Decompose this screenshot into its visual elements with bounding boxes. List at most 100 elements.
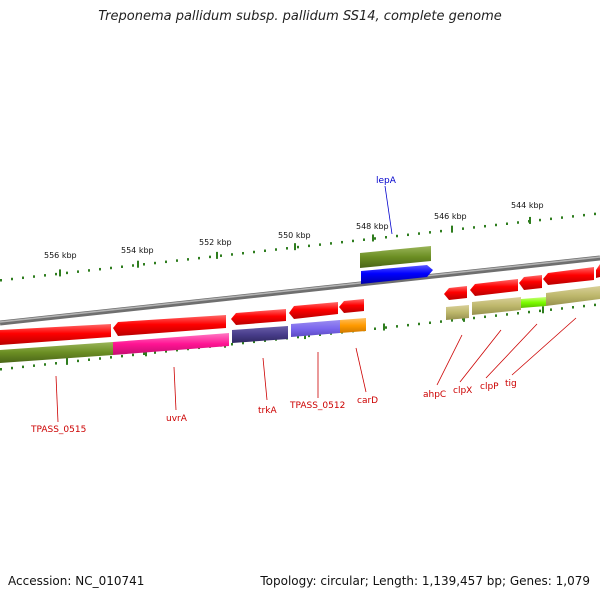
- inner-ring-minor-tick: [231, 342, 233, 346]
- inner-ring-minor-tick: [484, 315, 486, 319]
- inner-ring-minor-tick: [319, 333, 321, 336]
- inner-ring-minor-tick: [33, 364, 35, 367]
- inner-ring-minor-tick: [517, 311, 519, 315]
- gene-label-clpX[interactable]: clpX: [453, 386, 472, 396]
- cog-uvrA: [113, 333, 229, 355]
- leader-clpX: [459, 329, 502, 383]
- inner-ring-minor-tick: [44, 363, 46, 366]
- outer-ring-minor-tick: [132, 264, 134, 267]
- outer-ring-minor-tick: [220, 254, 222, 257]
- scale-label-546: 546 kbp: [434, 212, 467, 221]
- gene-lepA-cog[interactable]: [360, 246, 431, 268]
- gene-label-TPASS_0512[interactable]: TPASS_0512: [289, 401, 345, 411]
- cog-clpX: [472, 297, 521, 315]
- outer-ring-minor-tick: [550, 217, 552, 221]
- outer-ring-minor-tick: [572, 215, 574, 218]
- inner-ring-minor-tick: [396, 325, 398, 328]
- inner-ring-minor-tick: [528, 310, 530, 314]
- inner-ring-minor-tick: [374, 327, 376, 330]
- outer-ring-minor-tick: [253, 250, 255, 254]
- outer-ring-minor-tick: [121, 265, 123, 268]
- outer-ring-minor-tick: [385, 236, 387, 239]
- gene-trkA[interactable]: [231, 309, 286, 325]
- outer-ring-minor-tick: [484, 224, 486, 228]
- gene-TPASS_0512[interactable]: [289, 302, 338, 319]
- inner-ring-minor-tick: [429, 321, 431, 325]
- outer-ring-minor-tick: [275, 248, 277, 251]
- inner-ring-minor-tick: [594, 303, 596, 307]
- map-title: Treponema pallidum subsp. pallidum SS14,…: [98, 9, 502, 24]
- inner-ring-minor-tick: [154, 351, 156, 354]
- outer-ring-minor-tick: [363, 238, 365, 241]
- inner-ring-minor-tick: [99, 357, 101, 360]
- outer-ring-major-tick: [59, 269, 61, 277]
- leader-trkA: [262, 357, 268, 401]
- outer-ring-minor-tick: [506, 222, 508, 225]
- gene-TPASS_0515[interactable]: [0, 324, 111, 345]
- inner-ring-minor-tick: [495, 314, 497, 317]
- outer-ring-minor-tick: [418, 232, 420, 235]
- outer-ring-minor-tick: [88, 269, 90, 272]
- leader-uvrA: [173, 366, 177, 411]
- inner-ring-minor-tick: [121, 354, 123, 358]
- outer-ring-minor-tick: [462, 227, 464, 230]
- outer-ring-minor-tick: [22, 276, 24, 280]
- gene-label-carD[interactable]: carD: [357, 396, 378, 406]
- inner-ring-minor-tick: [583, 304, 585, 308]
- gene-label-lepA[interactable]: lepA: [376, 176, 397, 186]
- gene-lepA[interactable]: [361, 265, 433, 284]
- outer-ring-minor-tick: [341, 240, 343, 244]
- inner-ring-major-tick: [145, 349, 147, 357]
- gene-ahpC[interactable]: [444, 286, 467, 300]
- outer-ring-minor-tick: [407, 233, 409, 237]
- inner-ring-minor-tick: [308, 334, 310, 338]
- inner-ring-minor-tick: [550, 308, 552, 311]
- gene-label-TPASS_0515[interactable]: TPASS_0515: [30, 425, 86, 435]
- outer-ring-minor-tick: [11, 277, 13, 281]
- cog-carD: [340, 318, 366, 333]
- gene-tig[interactable]: [543, 267, 594, 285]
- outer-ring-minor-tick: [583, 213, 585, 217]
- gene-label-uvrA[interactable]: uvrA: [166, 414, 188, 424]
- outer-ring-minor-tick: [66, 271, 68, 275]
- outer-ring-minor-tick: [154, 261, 156, 265]
- outer-ring-minor-tick: [352, 239, 354, 243]
- leader-clpP: [485, 323, 538, 379]
- leader-tig: [511, 317, 577, 376]
- outer-ring-minor-tick: [440, 229, 442, 233]
- cog-ahpC: [446, 305, 469, 320]
- outer-ring-minor-tick: [319, 243, 321, 246]
- inner-ring-minor-tick: [539, 309, 541, 313]
- accession-text: Accession: NC_010741: [8, 574, 145, 588]
- leader-ahpC: [436, 334, 463, 386]
- outer-ring-minor-tick: [187, 258, 189, 261]
- leader-carD: [355, 347, 367, 393]
- inner-ring-major-tick: [66, 357, 68, 365]
- inner-ring-minor-tick: [506, 313, 508, 316]
- outer-ring-minor-tick: [517, 221, 519, 224]
- outer-ring-major-tick: [451, 225, 453, 233]
- inner-ring-minor-tick: [242, 341, 244, 345]
- outer-ring-minor-tick: [99, 267, 101, 271]
- outer-ring-minor-tick: [495, 223, 497, 227]
- gene-label-ahpC[interactable]: ahpC: [423, 390, 446, 400]
- outer-ring-major-tick: [137, 260, 139, 268]
- inner-ring-major-tick: [542, 306, 544, 314]
- inner-ring-minor-tick: [0, 368, 2, 371]
- cog-trkA: [232, 326, 288, 343]
- gene-label-trkA[interactable]: trkA: [258, 406, 277, 416]
- gene-uvrA[interactable]: [113, 315, 226, 336]
- gene-label-clpP[interactable]: clpP: [480, 382, 499, 392]
- gene-next-partial[interactable]: [596, 264, 600, 278]
- gene-clpP[interactable]: [519, 275, 542, 290]
- gene-clpX[interactable]: [470, 279, 518, 296]
- cog-tig: [546, 286, 600, 306]
- outer-ring-minor-tick: [396, 234, 398, 238]
- leader-TPASS_0515: [55, 375, 59, 423]
- gene-label-tig[interactable]: tig: [505, 379, 517, 389]
- gene-carD[interactable]: [339, 299, 364, 313]
- inner-ring-minor-tick: [110, 356, 112, 359]
- inner-ring-minor-tick: [451, 319, 453, 322]
- cog-TPASS_0515: [0, 342, 113, 363]
